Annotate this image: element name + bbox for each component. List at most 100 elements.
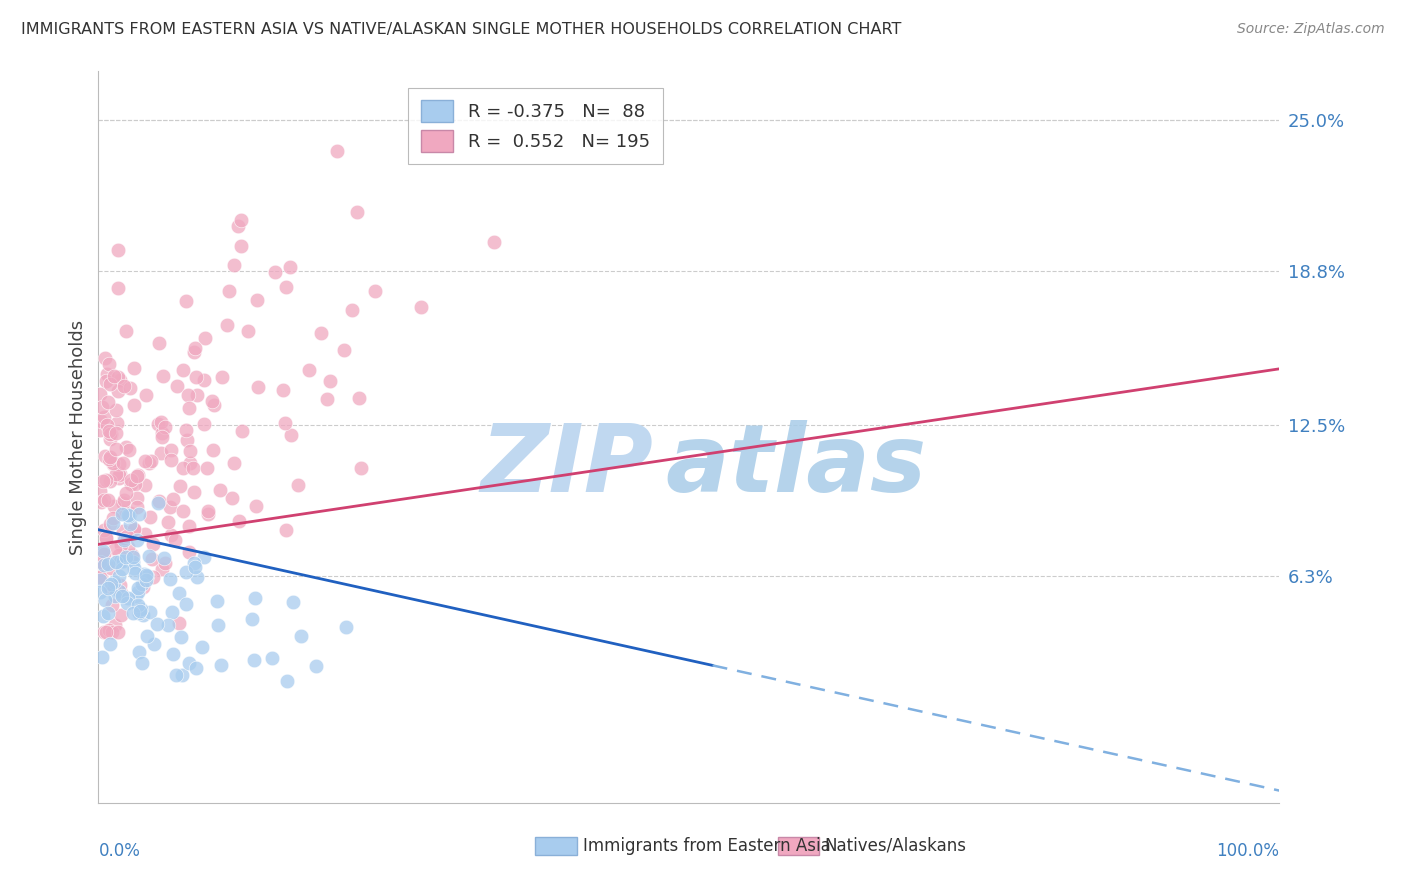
Point: [122, 398, 145, 412]
Point: [167, 616, 190, 631]
Point: [91, 650, 114, 665]
Text: Immigrants from Eastern Asia: Immigrants from Eastern Asia: [582, 837, 831, 855]
Point: [409, 300, 432, 314]
Bar: [536, 838, 576, 855]
Point: [134, 454, 156, 468]
Point: [91, 547, 114, 561]
Point: [93, 493, 115, 508]
Point: [134, 478, 156, 492]
Point: [105, 416, 128, 430]
Point: [112, 493, 135, 508]
Point: [104, 425, 127, 440]
Point: [152, 550, 174, 565]
Point: [89, 555, 111, 569]
Point: [145, 616, 167, 631]
Point: [177, 657, 200, 671]
Point: [104, 555, 127, 569]
Point: [110, 538, 132, 552]
Point: [100, 560, 122, 574]
Point: [125, 469, 148, 483]
Point: [150, 426, 173, 441]
Point: [139, 605, 162, 619]
Point: [127, 468, 149, 483]
Point: [117, 443, 139, 458]
Point: [179, 444, 201, 458]
Point: [127, 585, 149, 599]
Point: [138, 456, 160, 470]
Point: [125, 491, 148, 505]
Point: [197, 461, 219, 475]
Point: [347, 391, 370, 405]
Point: [124, 477, 146, 491]
Point: [111, 508, 134, 522]
Point: [128, 507, 150, 521]
Point: [118, 381, 141, 395]
Point: [194, 331, 217, 345]
Text: 100.0%: 100.0%: [1216, 842, 1279, 860]
Point: [276, 523, 298, 537]
Point: [111, 589, 134, 603]
Point: [170, 630, 193, 644]
Point: [167, 586, 190, 600]
Point: [108, 467, 131, 481]
Point: [142, 637, 165, 651]
Point: [110, 586, 132, 600]
Point: [107, 625, 129, 640]
Point: [101, 598, 124, 612]
Point: [89, 585, 111, 599]
Point: [115, 596, 138, 610]
Point: [127, 598, 149, 612]
Point: [319, 375, 342, 389]
Point: [132, 607, 155, 622]
Point: [91, 544, 114, 558]
Point: [121, 548, 143, 562]
Point: [162, 648, 184, 662]
Point: [98, 432, 121, 446]
Point: [125, 533, 148, 547]
Point: [141, 454, 163, 468]
Point: [111, 562, 134, 576]
Point: [162, 492, 184, 507]
Point: [90, 569, 112, 583]
Point: [264, 265, 287, 279]
Point: [132, 566, 155, 581]
Point: [176, 597, 198, 611]
Point: [94, 374, 117, 388]
Point: [179, 456, 201, 470]
Point: [148, 335, 170, 350]
Point: [117, 591, 139, 605]
Point: [122, 555, 145, 569]
Point: [243, 591, 266, 605]
Point: [152, 368, 174, 383]
Point: [100, 474, 122, 488]
Point: [226, 219, 249, 234]
Point: [97, 357, 120, 371]
Point: [94, 449, 117, 463]
Point: [150, 415, 173, 429]
Point: [224, 258, 246, 272]
Point: [346, 205, 368, 219]
Point: [209, 483, 232, 497]
Y-axis label: Single Mother Households: Single Mother Households: [69, 319, 87, 555]
Point: [98, 450, 121, 464]
Point: [135, 569, 157, 583]
Point: [98, 424, 121, 438]
Point: [186, 661, 208, 675]
Point: [115, 529, 138, 543]
Bar: [778, 838, 818, 855]
Point: [142, 537, 165, 551]
Point: [129, 601, 152, 615]
Text: ZIP: ZIP: [481, 420, 654, 512]
Point: [231, 238, 253, 252]
Point: [96, 367, 118, 381]
Point: [103, 499, 125, 513]
Point: [340, 302, 363, 317]
Text: Source: ZipAtlas.com: Source: ZipAtlas.com: [1237, 22, 1385, 37]
Point: [218, 285, 240, 299]
Point: [202, 442, 225, 457]
Point: [117, 540, 139, 554]
Point: [215, 318, 238, 332]
Point: [155, 556, 177, 570]
Point: [103, 580, 125, 594]
Point: [243, 653, 266, 667]
